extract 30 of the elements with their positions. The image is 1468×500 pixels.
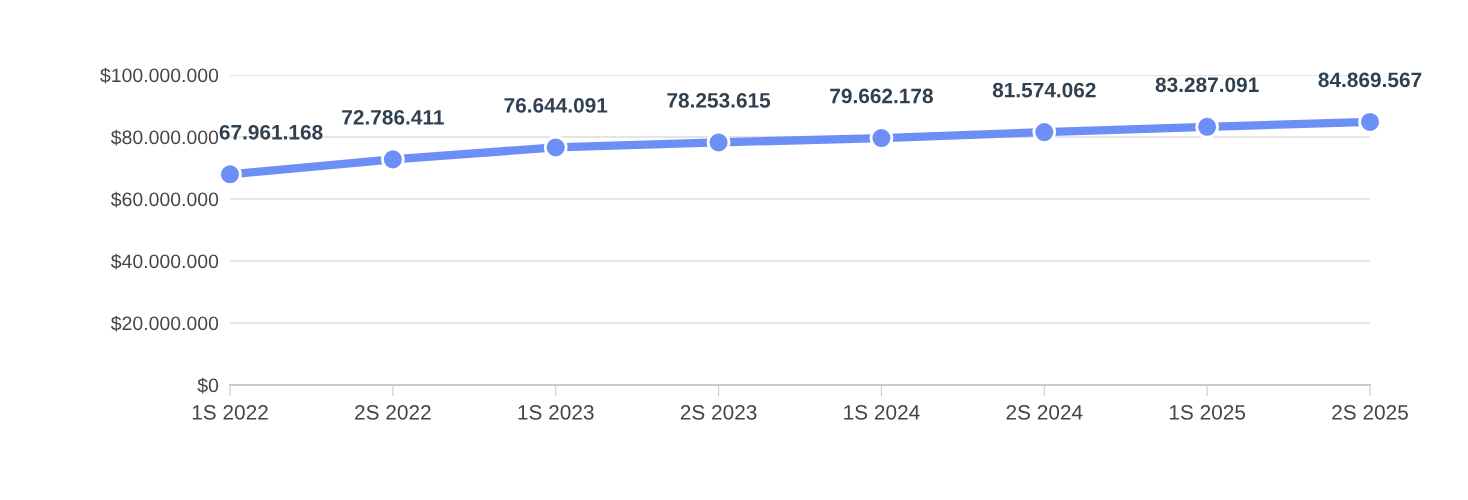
point bbox=[1358, 110, 1382, 134]
x-tick-label: 1S 2022 bbox=[192, 404, 268, 420]
data-label: 81.574.062 bbox=[992, 82, 1096, 98]
data-label: 79.662.178 bbox=[830, 88, 933, 104]
x-tick-label: 1S 2023 bbox=[518, 404, 594, 420]
data-label: 67.961.168 bbox=[219, 124, 323, 140]
y-tick-label: $100.000.000 bbox=[100, 67, 219, 84]
point bbox=[218, 162, 242, 187]
y-tick-label: $20.000.000 bbox=[110, 315, 219, 332]
y-tick-label: $0 bbox=[197, 377, 219, 394]
x-tick-label: 2S 2024 bbox=[1006, 404, 1083, 420]
point bbox=[543, 135, 568, 160]
point bbox=[706, 130, 731, 155]
point bbox=[1032, 120, 1057, 144]
point bbox=[381, 147, 405, 172]
point bbox=[1195, 115, 1219, 139]
data-label: 76.644.091 bbox=[504, 97, 608, 113]
x-tick-label: 1S 2024 bbox=[844, 404, 920, 420]
point bbox=[869, 126, 894, 150]
x-tick-label: 2S 2022 bbox=[355, 404, 431, 420]
data-label: 84.869.567 bbox=[1318, 72, 1422, 88]
data-label: 72.786.411 bbox=[342, 109, 444, 125]
data-label: 83.287.091 bbox=[1155, 77, 1259, 93]
x-tick-label: 2S 2023 bbox=[680, 404, 757, 420]
x-tick-label: 1S 2025 bbox=[1169, 404, 1246, 420]
y-tick-label: $80.000.000 bbox=[110, 129, 219, 146]
data-label: 78.253.615 bbox=[667, 92, 771, 108]
y-tick-label: $40.000.000 bbox=[110, 253, 219, 270]
x-tick-label: 2S 2025 bbox=[1332, 404, 1408, 420]
y-tick-label: $60.000.000 bbox=[110, 191, 219, 208]
